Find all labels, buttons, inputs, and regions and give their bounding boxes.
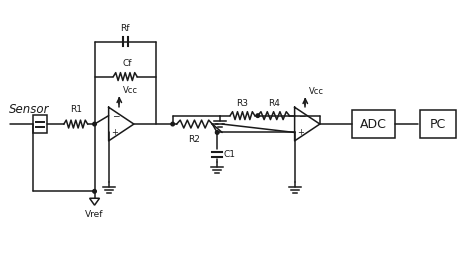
Text: −: − — [298, 111, 305, 120]
Circle shape — [93, 190, 96, 193]
Text: R3: R3 — [237, 99, 248, 108]
Bar — [420, 110, 456, 138]
Text: PC: PC — [430, 118, 446, 131]
Text: +: + — [111, 128, 118, 137]
Bar — [352, 110, 395, 138]
Text: Vcc: Vcc — [309, 87, 324, 96]
Text: Vcc: Vcc — [123, 86, 138, 95]
Circle shape — [256, 114, 260, 117]
Text: −: − — [111, 111, 119, 120]
Text: ADC: ADC — [360, 118, 387, 131]
Text: C1: C1 — [223, 150, 235, 159]
Text: Sensor: Sensor — [9, 103, 49, 116]
Circle shape — [93, 122, 96, 126]
Text: Cf: Cf — [122, 59, 132, 68]
Text: R2: R2 — [189, 135, 201, 144]
Circle shape — [171, 122, 174, 126]
Bar — [33, 115, 47, 133]
Text: Rf: Rf — [120, 24, 130, 33]
Text: R4: R4 — [268, 99, 280, 108]
Text: +: + — [298, 128, 304, 137]
Text: R1: R1 — [70, 105, 82, 114]
Circle shape — [216, 131, 219, 134]
Text: Vref: Vref — [85, 210, 104, 219]
